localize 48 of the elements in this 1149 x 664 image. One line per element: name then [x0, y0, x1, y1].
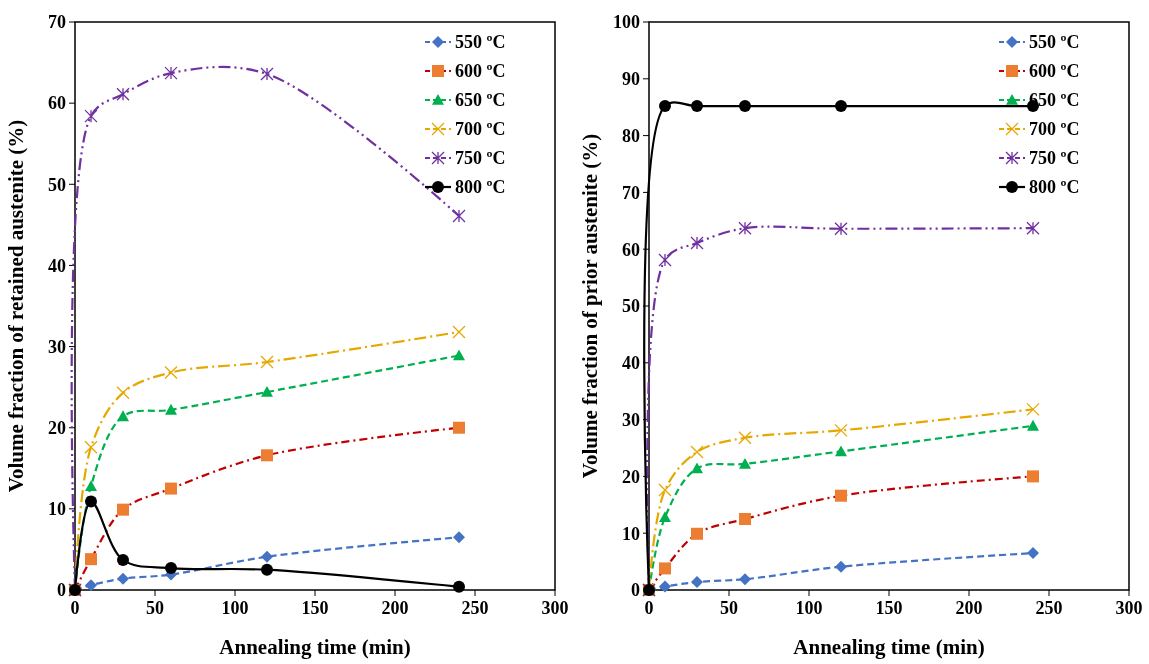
y-tick-label: 50: [48, 174, 66, 195]
x-tick-label: 200: [955, 598, 983, 618]
x-tick-label: 250: [461, 598, 489, 618]
x-tick-label: 150: [875, 598, 903, 618]
legend-label: 600 ºC: [455, 61, 506, 82]
legend-label: 700 ºC: [455, 119, 506, 140]
y-tick-label: 20: [48, 418, 66, 439]
x-tick-label: 0: [70, 598, 80, 618]
legend-label: 750 ºC: [1029, 148, 1080, 169]
x-tick-label: 250: [1035, 598, 1063, 618]
legend-label: 550 ºC: [455, 32, 506, 53]
legend-label: 650 ºC: [455, 90, 506, 111]
legend-label: 700 ºC: [1029, 119, 1080, 140]
x-tick-label: 50: [720, 598, 738, 618]
legend-label: 800 ºC: [455, 177, 506, 198]
y-tick-label: 70: [48, 12, 66, 33]
y-tick-label: 50: [622, 296, 640, 317]
legend-label: 800 ºC: [1029, 177, 1080, 198]
y-tick-label: 10: [622, 523, 640, 544]
x-tick-label: 0: [644, 598, 654, 618]
y-axis-title: Volume fraction of retained austenite (%): [4, 119, 28, 493]
x-axis-title: Annealing time (min): [793, 635, 985, 659]
legend-label: 600 ºC: [1029, 61, 1080, 82]
y-tick-label: 70: [622, 182, 640, 203]
y-tick-label: 40: [622, 353, 640, 374]
y-tick-label: 100: [613, 12, 640, 33]
y-tick-label: 60: [622, 239, 640, 260]
legend-label: 750 ºC: [455, 148, 506, 169]
y-axis-title: Volume fraction of prior austenite (%): [578, 133, 602, 479]
x-tick-label: 200: [381, 598, 409, 618]
y-tick-label: 20: [622, 466, 640, 487]
y-tick-label: 80: [622, 125, 640, 146]
y-tick-label: 30: [48, 336, 66, 357]
x-tick-label: 300: [1115, 598, 1143, 618]
y-tick-label: 10: [48, 499, 66, 520]
y-tick-label: 0: [631, 580, 640, 601]
x-tick-label: 150: [301, 598, 329, 618]
x-axis-title: Annealing time (min): [219, 635, 411, 659]
x-tick-label: 50: [146, 598, 164, 618]
x-tick-label: 100: [795, 598, 823, 618]
y-tick-label: 60: [48, 93, 66, 114]
y-tick-label: 30: [622, 409, 640, 430]
legend-label: 550 ºC: [1029, 32, 1080, 53]
y-tick-label: 0: [57, 580, 66, 601]
x-tick-label: 300: [541, 598, 569, 618]
y-tick-label: 40: [48, 255, 66, 276]
y-tick-label: 90: [622, 69, 640, 90]
x-tick-label: 100: [221, 598, 249, 618]
